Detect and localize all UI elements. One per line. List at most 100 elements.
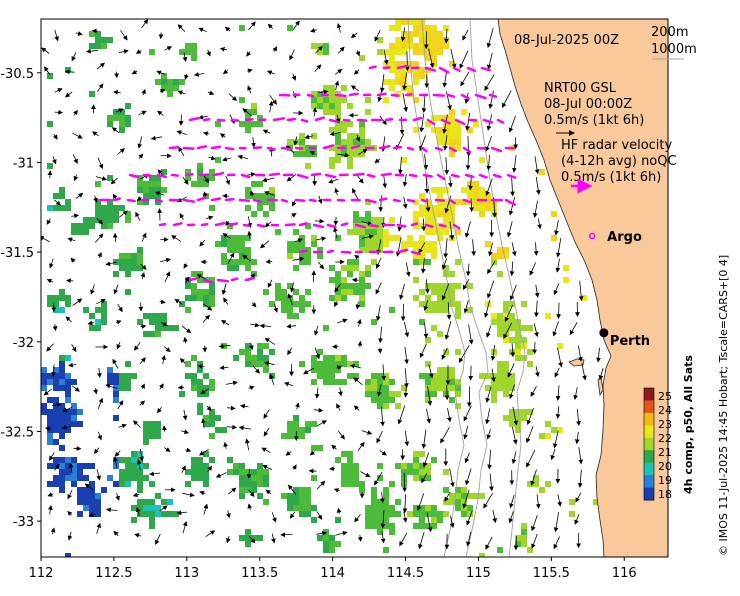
sst-pixel: [389, 61, 395, 67]
sst-pixel: [491, 391, 497, 397]
sst-pixel: [479, 187, 485, 193]
lat-tick-label: -33: [13, 515, 34, 530]
sst-pixel: [101, 205, 107, 211]
gsl-vector: [281, 534, 293, 535]
sst-pixel: [497, 547, 503, 553]
sst-pixel: [329, 541, 335, 547]
sst-pixel: [185, 481, 191, 487]
sst-pixel: [329, 355, 335, 361]
sst-pixel: [317, 43, 323, 49]
sst-pixel: [503, 313, 509, 319]
sst-pixel: [347, 481, 353, 487]
hf-vector: [394, 147, 401, 148]
sst-pixel: [443, 217, 449, 223]
sst-pixel: [413, 19, 419, 25]
sst-pixel: [371, 241, 377, 247]
sst-pixel: [269, 205, 275, 211]
sst-pixel: [317, 253, 323, 259]
sst-pixel: [359, 55, 365, 61]
sst-pixel: [281, 289, 287, 295]
sst-pixel: [431, 307, 437, 313]
hf-vector: [288, 119, 295, 120]
sst-pixel: [407, 37, 413, 43]
sst-pixel: [377, 49, 383, 55]
sst-pixel: [377, 379, 383, 385]
sst-pixel: [125, 265, 131, 271]
sst-pixel: [119, 373, 125, 379]
sst-pixel: [95, 43, 101, 49]
sst-pixel: [479, 193, 485, 199]
sst-pixel: [59, 457, 65, 463]
sst-pixel: [53, 205, 59, 211]
sst-pixel: [173, 511, 179, 517]
sst-pixel: [431, 229, 437, 235]
sst-pixel: [263, 355, 269, 361]
sst-pixel: [335, 457, 341, 463]
sst-pixel: [203, 463, 209, 469]
sst-pixel: [95, 205, 101, 211]
sst-pixel: [431, 55, 437, 61]
sst-pixel: [83, 463, 89, 469]
hf-vector: [330, 120, 338, 122]
sst-pixel: [119, 259, 125, 265]
sst-pixel: [287, 247, 293, 253]
sst-pixel: [125, 457, 131, 463]
sst-pixel: [53, 415, 59, 421]
sst-pixel: [131, 259, 137, 265]
sst-pixel: [83, 499, 89, 505]
sst-pixel: [113, 373, 119, 379]
sst-pixel: [197, 385, 203, 391]
sst-pixel: [155, 181, 161, 187]
sst-pixel: [65, 301, 71, 307]
sst-pixel: [305, 259, 311, 265]
sst-pixel: [257, 361, 263, 367]
sst-pixel: [359, 271, 365, 277]
sst-pixel: [437, 37, 443, 43]
sst-pixel: [371, 493, 377, 499]
sst-pixel: [335, 97, 341, 103]
sst-pixel: [161, 499, 167, 505]
sst-pixel: [437, 301, 443, 307]
hf-vector: [184, 200, 194, 202]
sst-pixel: [101, 43, 107, 49]
sst-pixel: [77, 469, 83, 475]
sst-pixel: [335, 271, 341, 277]
sst-pixel: [149, 313, 155, 319]
sst-pixel: [59, 469, 65, 475]
sst-pixel: [95, 307, 101, 313]
sst-pixel: [101, 217, 107, 223]
sst-pixel: [263, 193, 269, 199]
sst-pixel: [395, 79, 401, 85]
sst-pixel: [497, 325, 503, 331]
sst-pixel: [197, 409, 203, 415]
depth-legend-200m: 200m: [651, 25, 688, 40]
sst-pixel: [59, 481, 65, 487]
sst-pixel: [311, 361, 317, 367]
sst-pixel: [257, 481, 263, 487]
sst-pixel: [383, 403, 389, 409]
hf-vector: [144, 175, 150, 176]
sst-pixel: [77, 487, 83, 493]
sst-pixel: [347, 139, 353, 145]
sst-pixel: [359, 121, 365, 127]
sst-pixel: [347, 271, 353, 277]
sst-pixel: [161, 511, 167, 517]
sst-pixel: [449, 115, 455, 121]
sst-pixel: [311, 505, 317, 511]
sst-pixel: [395, 73, 401, 79]
sst-pixel: [347, 163, 353, 169]
sst-pixel: [209, 301, 215, 307]
sst-pixel: [293, 247, 299, 253]
sst-pixel: [563, 277, 569, 283]
sst-pixel: [143, 331, 149, 337]
sst-pixel: [365, 229, 371, 235]
sst-pixel: [125, 289, 131, 295]
sst-pixel: [305, 505, 311, 511]
sst-pixel: [323, 49, 329, 55]
argo-label: Argo: [607, 230, 642, 245]
sst-pixel: [371, 259, 377, 265]
sst-pixel: [209, 295, 215, 301]
sst-pixel: [419, 235, 425, 241]
sst-pixel: [191, 295, 197, 301]
